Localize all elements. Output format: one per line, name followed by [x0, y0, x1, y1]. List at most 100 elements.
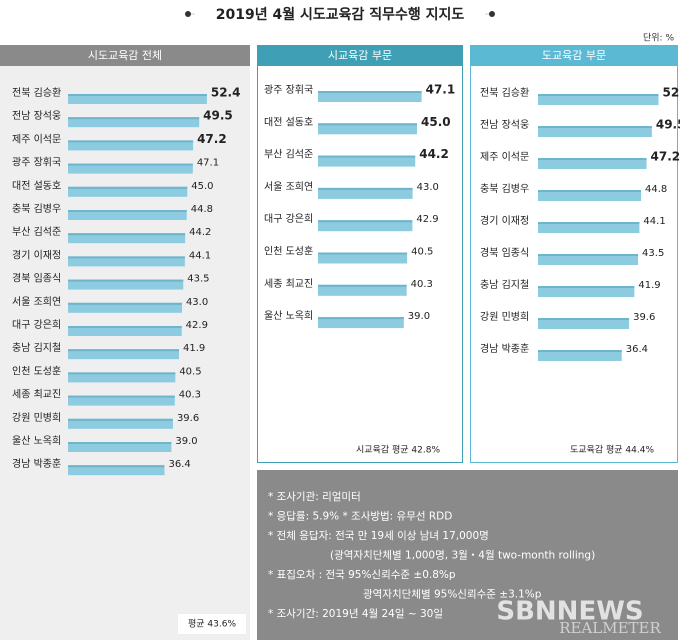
category-label: 충북 김병우 [12, 203, 61, 215]
bar [538, 190, 642, 201]
category-label: 인천 도성훈 [264, 245, 313, 258]
category-label: 충남 김지철 [12, 342, 61, 354]
bar-shade [538, 222, 640, 224]
category-label: 전남 장석웅 [480, 119, 529, 131]
value-label: 40.3 [179, 390, 201, 401]
bar [538, 94, 659, 105]
bar-shade [318, 91, 422, 93]
bar-shade [68, 442, 172, 444]
bar [68, 302, 182, 313]
bar [538, 126, 652, 137]
value-label: 49.5 [203, 109, 233, 123]
category-label: 경북 임종식 [480, 246, 529, 259]
bar-shade [68, 279, 184, 282]
note: * 전체 응답자: 전국 만 19세 이상 남녀 17,000명 [268, 530, 489, 542]
category-label: 충남 김지철 [480, 279, 529, 291]
category-label: 서울 조희연 [264, 181, 313, 193]
watermark: REALMETER [559, 619, 661, 637]
bar-shade [68, 210, 187, 212]
value-label: 45.0 [421, 115, 451, 129]
value-label: 44.2 [189, 227, 211, 238]
watermark: SBNNEWS [496, 597, 643, 627]
bar [68, 465, 165, 476]
bar-shade [68, 326, 182, 328]
bar-shade [68, 233, 186, 236]
value-label: 39.6 [633, 312, 655, 323]
bar [318, 91, 422, 102]
bar-shade [318, 123, 417, 126]
bar-shade [68, 395, 175, 398]
value-label: 40.5 [179, 366, 201, 377]
value-label: 42.9 [186, 320, 208, 331]
value-label: 36.4 [626, 344, 648, 355]
bar-shade [538, 254, 639, 256]
category-label: 세종 최교진 [12, 389, 61, 401]
category-label: 경남 박종훈 [480, 342, 529, 355]
title-dot [489, 11, 495, 17]
bar [538, 222, 640, 233]
value-label: 42.9 [416, 214, 438, 225]
category-label: 경기 이재정 [480, 214, 529, 227]
title-dot [185, 11, 191, 17]
note: * 조사기간: 2019년 4월 24일 ~ 30일 [268, 607, 443, 620]
value-label: 44.1 [189, 250, 211, 261]
panel-title: 시도교육감 전체 [88, 49, 162, 62]
panel-header [470, 45, 678, 66]
bar [538, 350, 622, 361]
value-label: 43.0 [417, 182, 439, 193]
bar [68, 279, 184, 290]
bar [68, 163, 193, 174]
bar-shade [318, 284, 407, 287]
category-label: 경북 임종식 [12, 272, 61, 285]
category-label: 울산 노옥희 [12, 435, 61, 447]
category-label: 울산 노옥희 [264, 310, 313, 322]
bar [68, 117, 200, 128]
bar-shade [318, 317, 404, 320]
value-label: 44.2 [419, 147, 449, 161]
bar-shade [318, 220, 413, 223]
category-label: 대전 설동호 [264, 116, 313, 128]
bar [318, 155, 416, 167]
average-box [178, 614, 246, 634]
category-label: 전남 장석웅 [12, 110, 61, 122]
bar-shade [68, 465, 165, 468]
category-label: 광주 장휘국 [12, 157, 61, 169]
bar [68, 349, 180, 360]
value-label: 44.1 [643, 216, 665, 227]
notes-box [257, 470, 678, 640]
value-label: 49.5 [656, 118, 680, 132]
value-label: 39.6 [177, 413, 199, 424]
panel-header [257, 45, 463, 66]
bar-shade [318, 252, 408, 255]
bar-shade [538, 158, 647, 160]
bar-shade [538, 94, 659, 96]
bar-shade [538, 318, 630, 320]
note: * 표집오차 : 전국 95%신뢰수준 ±0.8%p [268, 569, 456, 581]
bar [538, 318, 630, 329]
bar [68, 372, 176, 383]
bar-shade [318, 187, 413, 190]
bar-shade [538, 126, 652, 128]
bar [318, 220, 413, 232]
value-label: 47.2 [651, 150, 680, 164]
category-label: 강원 민병희 [480, 311, 529, 323]
value-label: 43.0 [186, 297, 208, 308]
category-label: 광주 장휘국 [264, 84, 313, 96]
bar [68, 210, 187, 220]
bar-shade [68, 256, 185, 259]
panel-title: 도교육감 부문 [542, 49, 606, 62]
category-label: 부산 김석준 [12, 226, 61, 238]
note: * 응답률: 5.9% * 조사방법: 유무선 RDD [268, 511, 452, 523]
bar-shade [538, 190, 642, 192]
value-label: 40.3 [411, 279, 433, 290]
bar [538, 158, 647, 169]
bar-shade [68, 372, 176, 375]
bar-shade [68, 117, 200, 120]
bar [68, 233, 186, 244]
category-label: 대구 강은희 [12, 319, 61, 331]
category-label: 전북 김승환 [480, 87, 529, 99]
value-label: 47.2 [197, 132, 227, 146]
value-label: 44.8 [191, 204, 213, 215]
category-label: 서울 조희연 [12, 296, 61, 308]
